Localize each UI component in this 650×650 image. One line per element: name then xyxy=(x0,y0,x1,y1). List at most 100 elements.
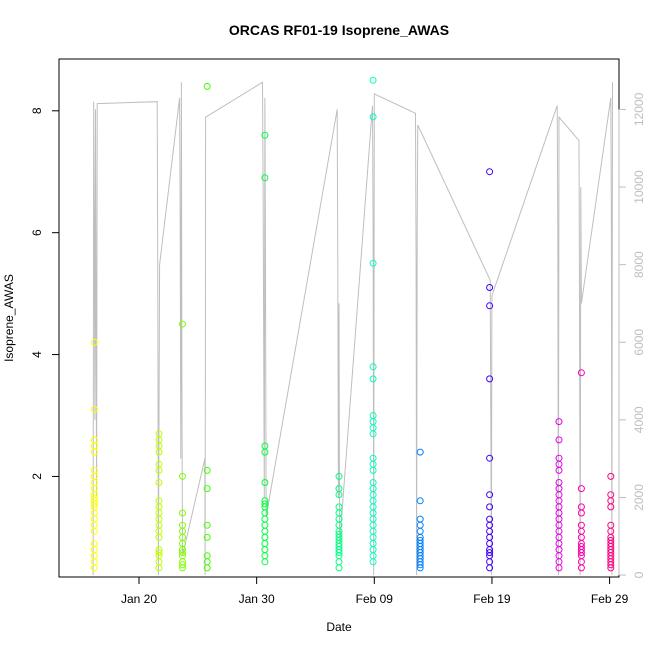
y2-tick-label: 0 xyxy=(632,571,646,578)
y2-tick-label: 12000 xyxy=(632,92,646,126)
data-point xyxy=(90,405,98,413)
y-axis-right: 0 2000 4000 6000 8000 10000 12000 xyxy=(618,92,646,578)
series-rf11 xyxy=(577,369,585,572)
data-point xyxy=(203,82,211,90)
x-axis-label: Date xyxy=(326,620,352,634)
data-point xyxy=(90,564,98,572)
data-point xyxy=(203,533,211,541)
data-point xyxy=(555,436,563,444)
data-point xyxy=(155,533,163,541)
data-point xyxy=(203,521,211,529)
series-rf04 xyxy=(203,82,211,572)
data-point xyxy=(369,430,377,438)
data-point xyxy=(261,500,269,508)
y2-tick-label: 2000 xyxy=(632,484,646,511)
data-point xyxy=(179,320,186,328)
data-point xyxy=(179,472,186,480)
data-point xyxy=(607,561,615,569)
series-rf09 xyxy=(486,168,494,572)
data-point xyxy=(179,509,186,517)
data-point xyxy=(486,454,494,462)
series-rf08 xyxy=(416,448,424,572)
data-point xyxy=(335,491,343,499)
data-point xyxy=(369,259,377,267)
data-points xyxy=(90,76,615,572)
altitude-trace xyxy=(92,81,613,576)
data-point xyxy=(90,338,98,346)
x-tick-label: Jan 30 xyxy=(239,592,275,606)
data-point xyxy=(607,564,615,572)
data-point xyxy=(261,558,269,566)
series-rf10 xyxy=(555,418,563,572)
data-point xyxy=(369,466,377,474)
data-point xyxy=(179,561,186,569)
series-rf03 xyxy=(179,320,186,572)
data-point xyxy=(369,76,377,84)
data-point xyxy=(486,284,494,291)
x-tick-label: Feb 19 xyxy=(473,592,511,606)
data-point xyxy=(155,479,163,486)
data-point xyxy=(335,564,343,572)
y-tick-label: 2 xyxy=(30,473,44,480)
data-point xyxy=(369,375,377,383)
data-point xyxy=(261,479,269,486)
y2-tick-label: 8000 xyxy=(632,251,646,278)
y-tick-label: 6 xyxy=(30,229,44,236)
data-point xyxy=(607,472,615,480)
data-point xyxy=(90,500,98,508)
y2-tick-label: 6000 xyxy=(632,329,646,356)
data-point xyxy=(486,375,494,383)
data-point xyxy=(577,485,585,493)
data-point xyxy=(577,549,585,557)
data-point xyxy=(179,549,186,557)
data-point xyxy=(577,369,585,377)
data-point xyxy=(155,466,163,474)
y2-tick-label: 10000 xyxy=(632,170,646,204)
series-rf07 xyxy=(369,76,377,566)
series-rf01 xyxy=(90,338,98,572)
data-point xyxy=(555,418,563,426)
data-point xyxy=(261,174,269,182)
series-rf12 xyxy=(607,472,615,572)
data-point xyxy=(155,448,163,456)
data-point xyxy=(416,564,424,572)
data-point xyxy=(155,549,163,557)
data-point xyxy=(486,168,494,176)
data-point xyxy=(486,491,494,499)
data-point xyxy=(486,549,494,557)
data-point xyxy=(179,564,186,572)
data-point xyxy=(155,564,163,572)
data-point xyxy=(90,448,98,456)
data-point xyxy=(486,503,494,511)
data-point xyxy=(261,131,269,139)
data-point xyxy=(416,497,424,505)
series-rf06 xyxy=(335,472,343,572)
data-point xyxy=(369,558,377,566)
data-point xyxy=(577,509,585,517)
data-point xyxy=(416,561,424,569)
data-point xyxy=(369,363,377,371)
data-point xyxy=(90,527,98,535)
data-point xyxy=(555,466,563,474)
data-point xyxy=(486,564,494,572)
data-point xyxy=(203,485,211,493)
y2-tick-label: 4000 xyxy=(632,406,646,433)
data-point xyxy=(335,549,343,557)
data-point xyxy=(369,113,377,121)
data-point xyxy=(261,448,269,456)
chart-title: ORCAS RF01-19 Isoprene_AWAS xyxy=(229,22,449,38)
x-axis: Jan 20 Jan 30 Feb 09 Feb 19 Feb 29 xyxy=(121,576,629,606)
data-point xyxy=(335,472,343,480)
x-tick-label: Feb 09 xyxy=(356,592,394,606)
altitude-line xyxy=(92,81,613,576)
y-tick-label: 4 xyxy=(30,351,44,358)
y-tick-label: 8 xyxy=(30,107,44,114)
data-point xyxy=(607,503,615,511)
data-point xyxy=(577,564,585,572)
data-point xyxy=(555,564,563,572)
series-rf02 xyxy=(155,430,163,572)
y-axis-label: Isoprene_AWAS xyxy=(2,274,16,362)
x-tick-label: Jan 20 xyxy=(121,592,157,606)
